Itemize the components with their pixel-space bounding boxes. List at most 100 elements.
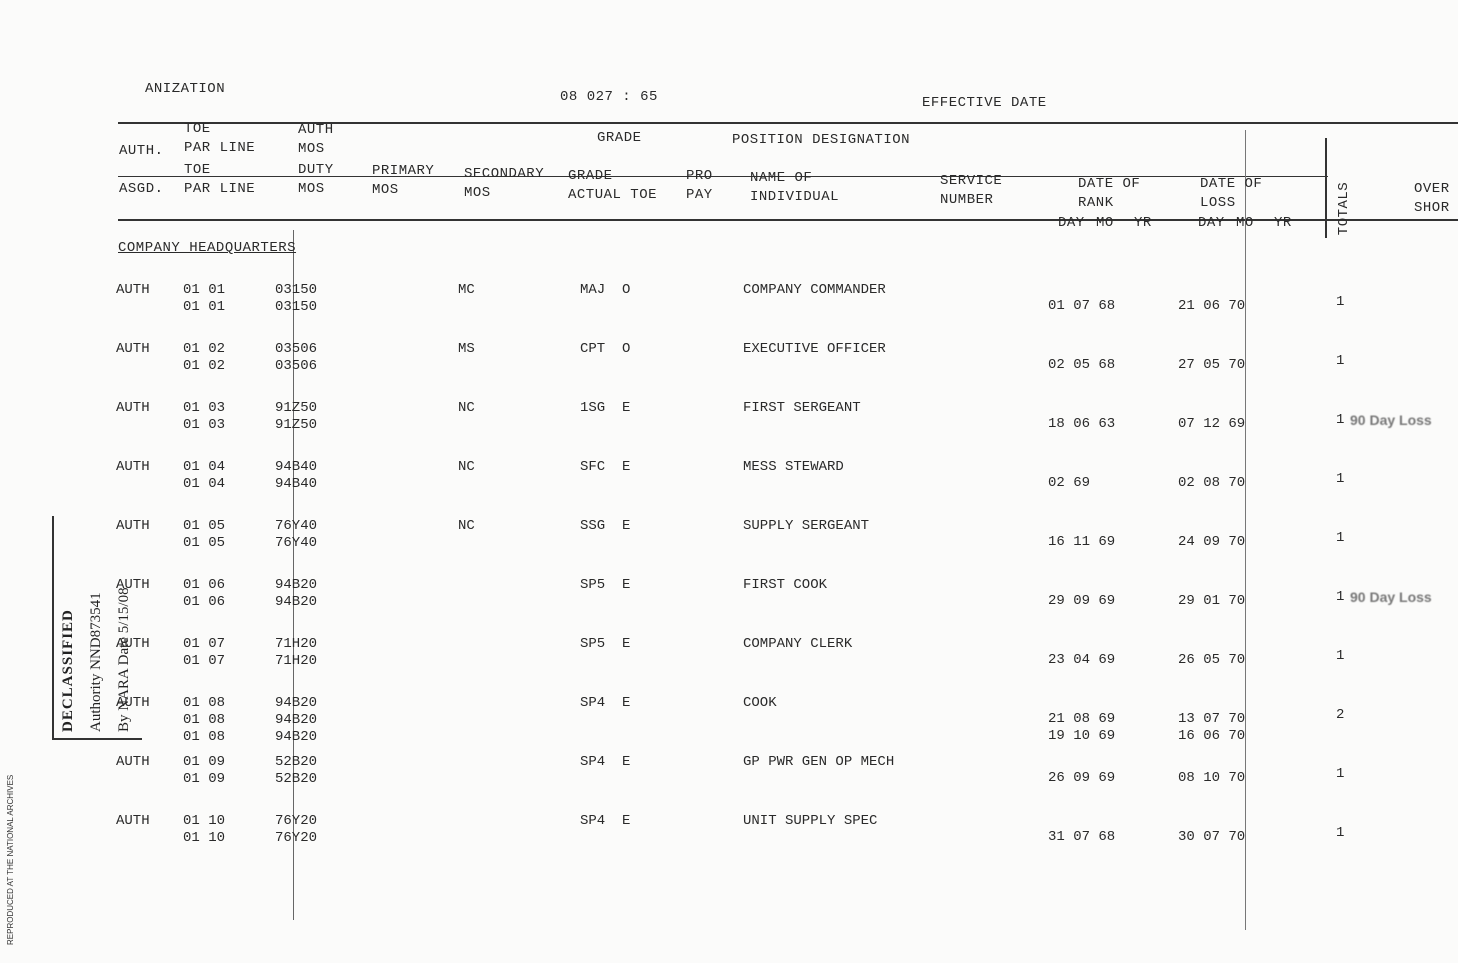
cell-auth: AUTH [116, 813, 150, 829]
cell-mos: 94B40 [275, 476, 318, 492]
cell-position: COMPANY COMMANDER [743, 282, 886, 298]
cell-position: FIRST COOK [743, 577, 828, 593]
cell-rank: 26 09 69 [1048, 770, 1116, 786]
cell-mos: 03150 [275, 299, 318, 315]
cell-mos: 52B20 [275, 754, 318, 770]
column-header: MOS [464, 185, 491, 201]
cell-par: 01 05 [183, 518, 226, 534]
cell-par: 01 02 [183, 358, 226, 374]
column-header: AUTH. [119, 143, 164, 159]
column-header: NAME OF [750, 170, 813, 186]
cell-primary: NC [458, 518, 475, 534]
cell-grade: SSG E [580, 518, 631, 534]
cell-total: 1 [1336, 648, 1345, 664]
cell-position: MESS STEWARD [743, 459, 844, 475]
column-subheader: MO [1096, 215, 1114, 231]
column-subheader: YR [1274, 215, 1292, 231]
column-header: PAR LINE [184, 181, 256, 197]
rule [1325, 138, 1327, 238]
rule [118, 176, 1328, 177]
cell-total: 2 [1336, 707, 1345, 723]
cell-total: 1 [1336, 766, 1345, 782]
column-header: OVER [1414, 181, 1450, 197]
cell-mos: 76Y20 [275, 813, 318, 829]
column-header: ACTUAL TOE [568, 187, 658, 203]
cell-loss: 21 06 70 [1178, 298, 1246, 314]
cell-mos: 76Y20 [275, 830, 318, 846]
cell-par: 01 09 [183, 754, 226, 770]
cell-rank: 21 08 69 [1048, 711, 1116, 727]
column-header: POSITION DESIGNATION [732, 132, 911, 148]
cell-mos: 94B20 [275, 712, 318, 728]
column-header: PAR LINE [184, 140, 256, 156]
cell-auth: AUTH [116, 636, 150, 652]
effective-date-label: EFFECTIVE DATE [922, 95, 1047, 111]
cell-grade: 1SG E [580, 400, 631, 416]
column-header: ASGD. [119, 181, 164, 197]
cell-grade: SFC E [580, 459, 631, 475]
cell-grade: SP4 E [580, 813, 631, 829]
cell-mos: 94B20 [275, 577, 318, 593]
cell-auth: AUTH [116, 282, 150, 298]
column-header: AUTH [298, 122, 334, 138]
column-header: INDIVIDUAL [750, 189, 840, 205]
fold-line [293, 230, 294, 920]
cell-mos: 91Z50 [275, 400, 318, 416]
cell-par: 01 08 [183, 712, 226, 728]
margin-note: REPRODUCED AT THE NATIONAL ARCHIVES [6, 774, 15, 945]
cell-rank: 19 10 69 [1048, 728, 1116, 744]
cell-grade: SP4 E [580, 754, 631, 770]
column-subheader: DAY [1198, 215, 1225, 231]
organization: ANIZATION [145, 81, 226, 97]
column-header: PRO [686, 168, 713, 184]
cell-mos: 71H20 [275, 653, 318, 669]
cell-loss: 26 05 70 [1178, 652, 1246, 668]
column-header: SECONDARY [464, 166, 545, 182]
cell-mos: 03150 [275, 282, 318, 298]
cell-total: 1 [1336, 471, 1345, 487]
cell-position: EXECUTIVE OFFICER [743, 341, 886, 357]
cell-rank: 18 06 63 [1048, 416, 1116, 432]
cell-auth: AUTH [116, 341, 150, 357]
cell-total: 1 [1336, 294, 1345, 310]
cell-mos: 94B20 [275, 695, 318, 711]
column-subheader: YR [1134, 215, 1152, 231]
cell-position: SUPPLY SERGEANT [743, 518, 870, 534]
column-header: MOS [298, 141, 325, 157]
column-subheader: DAY [1058, 215, 1085, 231]
cell-par: 01 10 [183, 813, 226, 829]
cell-loss: 02 08 70 [1178, 475, 1246, 491]
cell-rank: 16 11 69 [1048, 534, 1116, 550]
fold-line [1245, 130, 1246, 930]
cell-auth: AUTH [116, 459, 150, 475]
rule [118, 122, 1458, 124]
cell-primary: MS [458, 341, 475, 357]
cell-par: 01 07 [183, 653, 226, 669]
column-subheader: MO [1236, 215, 1254, 231]
cell-total: 1 [1336, 825, 1345, 841]
cell-auth: AUTH [116, 400, 150, 416]
column-header: DUTY [298, 162, 334, 178]
column-header: MOS [372, 182, 399, 198]
cell-par: 01 10 [183, 830, 226, 846]
cell-par: 01 04 [183, 459, 226, 475]
column-header: GRADE [568, 168, 613, 184]
cell-mos: 76Y40 [275, 535, 318, 551]
cell-rank: 01 07 68 [1048, 298, 1116, 314]
cell-mos: 76Y40 [275, 518, 318, 534]
cell-grade: MAJ O [580, 282, 631, 298]
form-code: 08 027 : 65 [560, 89, 658, 105]
cell-grade: SP4 E [580, 695, 631, 711]
cell-par: 01 06 [183, 577, 226, 593]
cell-auth: AUTH [116, 577, 150, 593]
cell-mos: 52B20 [275, 771, 318, 787]
cell-note: 90 Day Loss [1350, 589, 1432, 605]
cell-mos: 91Z50 [275, 417, 318, 433]
cell-grade: SP5 E [580, 577, 631, 593]
cell-par: 01 03 [183, 400, 226, 416]
cell-loss: 08 10 70 [1178, 770, 1246, 786]
cell-par: 01 02 [183, 341, 226, 357]
column-header: MOS [298, 181, 325, 197]
column-header: DATE OF [1200, 176, 1263, 192]
column-header: LOSS [1200, 195, 1236, 211]
